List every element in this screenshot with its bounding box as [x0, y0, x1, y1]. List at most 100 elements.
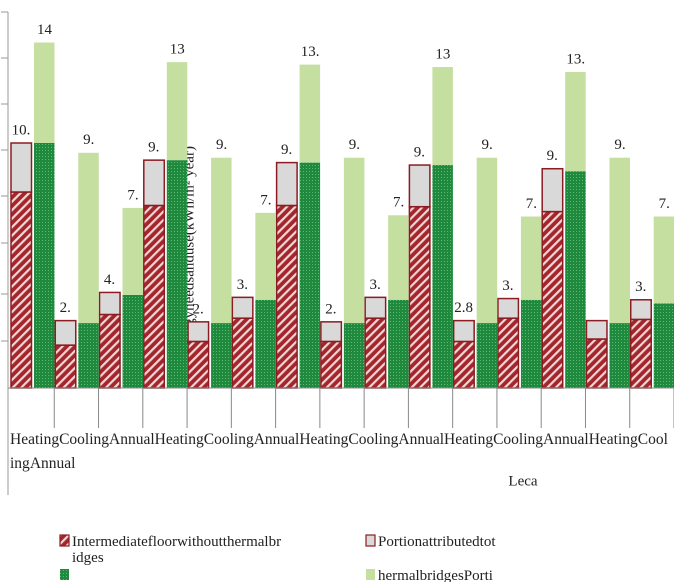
- bar-total-label: 7.: [260, 192, 271, 208]
- bar-segment: [34, 143, 55, 388]
- bar-segment: [452, 319, 475, 343]
- bar-segment: [275, 161, 298, 207]
- x-tick-label: Heating: [154, 431, 204, 448]
- bar-total-label: 9.: [482, 137, 493, 153]
- bar-segment: [166, 62, 188, 161]
- bar-total-label: 2.8: [454, 300, 473, 316]
- legend-label: hermalbridgesPorti: [378, 568, 493, 582]
- bar-total-label: 7.: [526, 196, 537, 212]
- bar-segment: [166, 160, 188, 388]
- bar-segment: [255, 212, 276, 300]
- legend-label: Intermediatefloorwithoutthermalbridges: [72, 534, 282, 566]
- bar-total-label: 3.: [370, 277, 381, 293]
- bar-segment: [653, 303, 674, 388]
- bar-segment: [408, 205, 431, 389]
- bar-segment: [388, 215, 409, 300]
- bar-segment: [609, 157, 630, 324]
- bar-total-label: 10.: [12, 122, 31, 138]
- legend-swatch: [366, 569, 375, 580]
- bar-segment: [565, 71, 586, 172]
- x-tick-label: Heating: [588, 431, 638, 448]
- bar-segment: [320, 340, 343, 389]
- bar-segment: [476, 323, 498, 388]
- bar-total-label: 3.: [635, 279, 646, 295]
- bar-segment: [143, 159, 166, 207]
- bar-total-label: 2.: [325, 301, 336, 317]
- bar-segment: [320, 321, 343, 343]
- bar-segment: [609, 323, 630, 388]
- bar-segment: [98, 291, 121, 316]
- x-tick-label: Annual: [109, 431, 155, 448]
- bar-segment: [476, 157, 498, 324]
- bar-total-label: 4.: [104, 272, 115, 288]
- axis-ticks: [1, 11, 9, 495]
- x-tick-label: Heating: [299, 431, 349, 448]
- x-axis-label: Leca: [508, 473, 537, 489]
- bar-total-label: 13.: [301, 44, 320, 60]
- x-tick-labels: HeatingCoolingAnnualHeatingCoolingAnnual…: [10, 428, 672, 476]
- bar-total-label: 2.: [192, 301, 203, 317]
- bar-segment: [364, 317, 387, 389]
- bar-segment: [231, 296, 254, 319]
- x-tick-label: Heating: [10, 431, 60, 448]
- bar-segment: [585, 338, 608, 389]
- x-tick-label: Annual: [543, 431, 589, 448]
- x-tick-label: Cooling: [59, 431, 110, 448]
- x-tick-label: Cooling: [10, 431, 668, 472]
- legend-swatch: [59, 534, 70, 547]
- bar-total-label: 13: [170, 42, 185, 58]
- bar-segment: [520, 216, 542, 300]
- bar-segment: [122, 294, 144, 388]
- bar-segment: [299, 162, 321, 388]
- bar-segment: [54, 319, 77, 346]
- bar-segment: [275, 204, 298, 389]
- bar-segment: [187, 340, 210, 389]
- bar-segment: [497, 297, 520, 319]
- x-tick-label: Annual: [398, 431, 445, 448]
- bar-total-label: 9.: [83, 132, 94, 148]
- bar-segment: [343, 157, 365, 324]
- bar-segment: [565, 171, 586, 388]
- bar-total-label: 9.: [547, 148, 558, 164]
- bar-segment: [211, 323, 232, 388]
- legend-swatch: [365, 534, 376, 547]
- bar-total-label: 9.: [414, 144, 425, 160]
- bar-total-label: 9.: [148, 140, 159, 156]
- bar-segment: [187, 321, 210, 343]
- x-tick-label: Cooling: [493, 431, 544, 448]
- bar-segment: [452, 340, 475, 389]
- bar-total-label: 2.: [60, 300, 71, 316]
- bar-segment: [432, 67, 453, 166]
- bar-total-label: 9.: [281, 142, 292, 158]
- bar-total-label: 7.: [127, 187, 138, 203]
- bar-total-label: 9.: [216, 137, 227, 153]
- bar-segment: [629, 318, 652, 389]
- x-tick-label: Cooling: [348, 431, 399, 448]
- bar-total-label: 3.: [502, 278, 513, 294]
- bar-total-label: 3.: [237, 277, 248, 293]
- bar-total-label: 9.: [614, 137, 625, 153]
- x-tick-label: Heating: [444, 431, 494, 448]
- bar-segment: [54, 344, 77, 389]
- bar-segment: [541, 210, 564, 389]
- bar-segment: [231, 317, 254, 389]
- bar-segment: [541, 167, 564, 213]
- bar-segment: [520, 299, 542, 388]
- bar-total-label: 14: [37, 22, 53, 38]
- bar-segment: [629, 299, 652, 321]
- bar-total-label: 13: [435, 46, 450, 62]
- bar-segment: [653, 216, 674, 304]
- x-tick-label: Cooling: [203, 431, 254, 448]
- bar-segment: [497, 317, 520, 389]
- bar-segment: [10, 191, 33, 389]
- bar-segment: [585, 319, 608, 340]
- bar-total-label: 9.: [349, 137, 360, 153]
- bar-segment: [34, 42, 55, 143]
- bar-total-label: 13.: [566, 51, 585, 67]
- bar-segment: [122, 207, 144, 295]
- bar-segment: [98, 313, 121, 389]
- legend-swatch: [60, 569, 69, 580]
- bar-segment: [432, 165, 453, 388]
